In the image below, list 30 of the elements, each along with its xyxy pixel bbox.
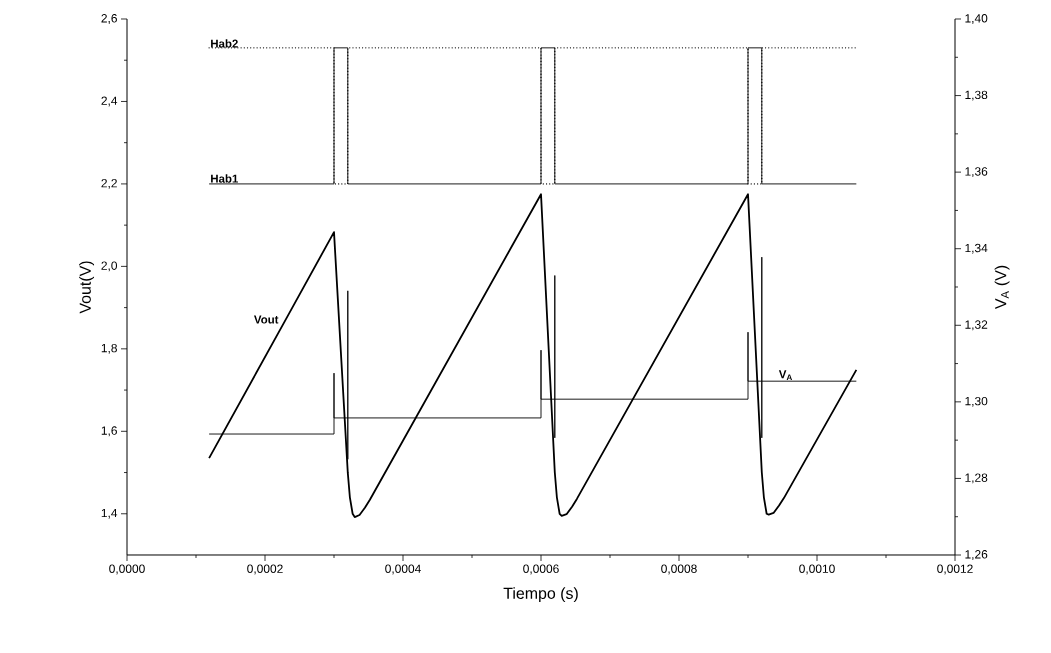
x-tick-label: 0,0006: [523, 564, 559, 575]
series-label: Hab1: [211, 174, 238, 183]
x-tick-label: 0,0002: [247, 564, 283, 575]
series-label: Vout: [253, 315, 279, 324]
y-tick-label: 1,4: [101, 508, 118, 519]
x-tick-label: 0,0004: [385, 564, 421, 575]
x-tick-label: 0,0008: [661, 564, 697, 575]
series-label: V$_{A}$: [778, 370, 793, 380]
x-axis-title: Tiempo (s): [503, 587, 578, 603]
y-tick-label: 2,2: [101, 178, 117, 189]
y-tick-label: 2,4: [101, 96, 118, 107]
y2-tick-label: 1,30: [965, 396, 988, 407]
y-tick-label: 2,6: [101, 14, 117, 24]
y-tick-label: 2,0: [101, 261, 118, 272]
y2-tick-label: 1,28: [965, 473, 988, 484]
y-axis-title: Vout(V): [79, 261, 95, 314]
y2-tick-label: 1,36: [965, 167, 988, 178]
y2-axis-title: V$_{A}$ (V): [994, 265, 1010, 310]
y2-tick-label: 1,38: [965, 90, 988, 101]
y2-tick-label: 1,34: [965, 243, 988, 254]
x-tick-label: 0,0010: [799, 564, 835, 575]
x-tick-label: 0,0000: [109, 564, 145, 575]
y-tick-label: 1,6: [101, 426, 117, 437]
series-label: Hab2: [211, 39, 238, 48]
y2-tick-label: 1,40: [965, 14, 988, 24]
y-tick-label: 1,8: [101, 343, 117, 354]
line-series: [208, 193, 858, 518]
y2-tick-label: 1,32: [965, 320, 988, 331]
x-tick-label: 0,0012: [937, 564, 973, 575]
y2-tick-label: 1,26: [965, 550, 988, 560]
